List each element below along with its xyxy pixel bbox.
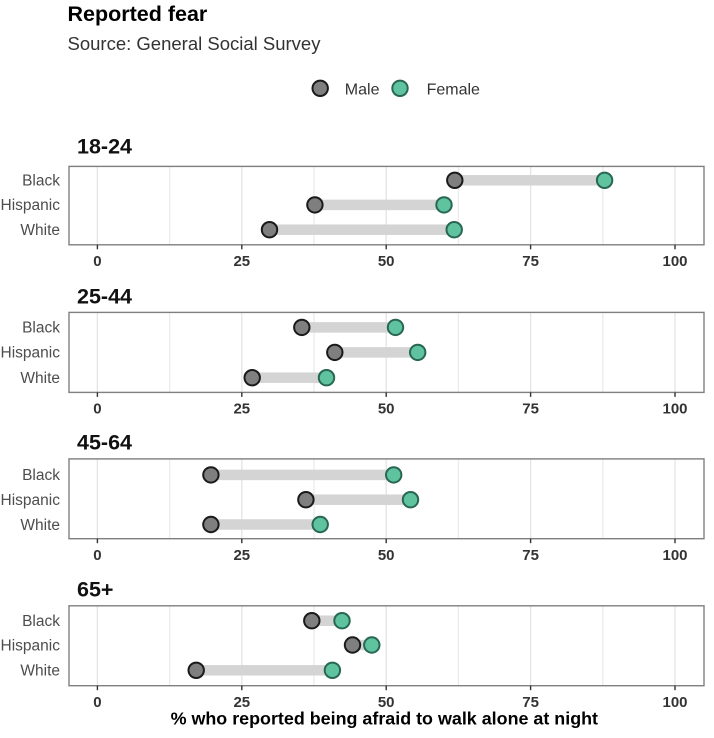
svg-text:Black: Black	[22, 467, 60, 484]
svg-text:50: 50	[378, 694, 395, 711]
svg-text:Black: Black	[22, 320, 60, 337]
svg-text:75: 75	[522, 253, 539, 270]
svg-text:25-44: 25-44	[77, 285, 132, 309]
svg-text:45-64: 45-64	[77, 431, 132, 455]
svg-text:0: 0	[93, 547, 101, 564]
svg-text:75: 75	[522, 401, 539, 418]
svg-text:% who reported being afraid to: % who reported being afraid to walk alon…	[171, 709, 598, 729]
svg-text:0: 0	[93, 694, 101, 711]
svg-text:Source: General Social Survey: Source: General Social Survey	[68, 33, 322, 54]
svg-text:25: 25	[233, 401, 250, 418]
svg-text:Black: Black	[22, 613, 60, 630]
svg-text:100: 100	[662, 694, 687, 711]
svg-text:Hispanic: Hispanic	[1, 637, 61, 654]
svg-text:100: 100	[662, 253, 687, 270]
svg-text:25: 25	[233, 253, 250, 270]
svg-text:50: 50	[378, 547, 395, 564]
svg-text:75: 75	[522, 547, 539, 564]
svg-text:100: 100	[662, 401, 687, 418]
svg-text:18-24: 18-24	[77, 135, 132, 159]
svg-text:Reported fear: Reported fear	[68, 2, 208, 26]
svg-text:100: 100	[662, 547, 687, 564]
svg-text:0: 0	[93, 253, 101, 270]
svg-text:Hispanic: Hispanic	[1, 345, 61, 362]
svg-text:Female: Female	[427, 81, 480, 98]
svg-text:25: 25	[233, 694, 250, 711]
svg-text:75: 75	[522, 694, 539, 711]
svg-text:White: White	[20, 663, 60, 680]
svg-text:Black: Black	[22, 173, 60, 190]
svg-text:65+: 65+	[77, 578, 113, 602]
svg-text:0: 0	[93, 401, 101, 418]
svg-text:Male: Male	[345, 81, 380, 98]
svg-text:Hispanic: Hispanic	[1, 197, 61, 214]
svg-text:White: White	[20, 370, 60, 387]
svg-text:White: White	[20, 222, 60, 239]
svg-text:White: White	[20, 517, 60, 534]
svg-text:Hispanic: Hispanic	[1, 492, 61, 509]
svg-text:50: 50	[378, 401, 395, 418]
svg-text:50: 50	[378, 253, 395, 270]
svg-text:25: 25	[233, 547, 250, 564]
